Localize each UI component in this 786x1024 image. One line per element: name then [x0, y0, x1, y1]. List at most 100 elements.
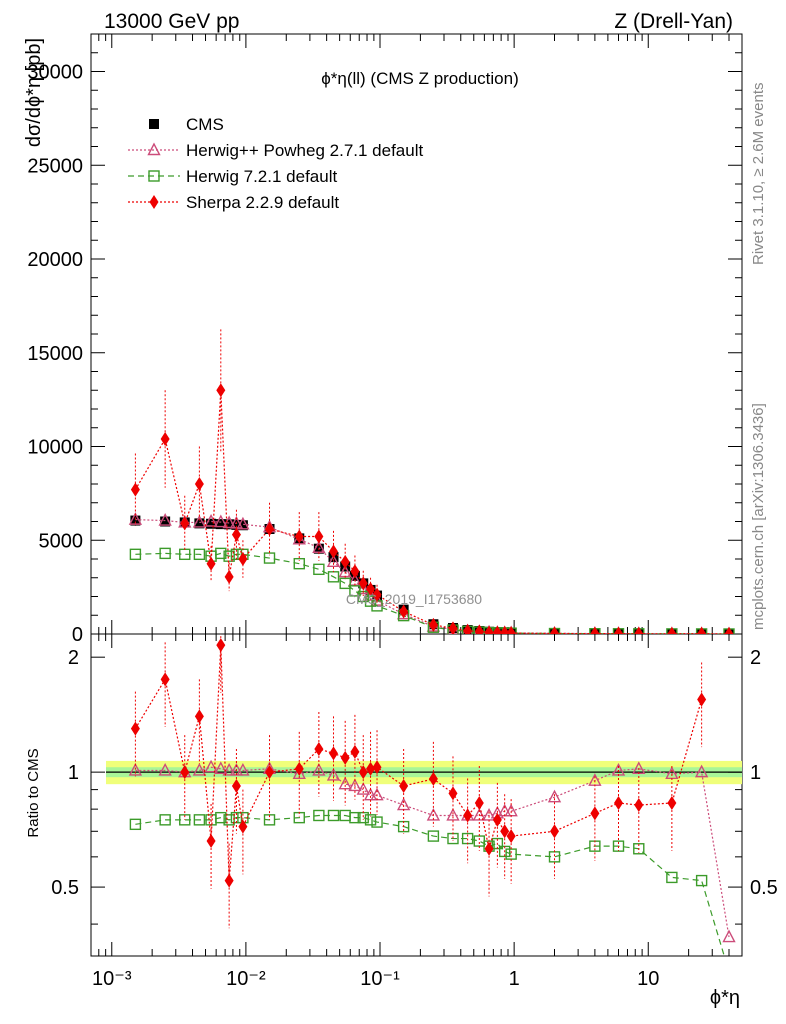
ratio-point — [180, 765, 190, 780]
ratio-point — [612, 840, 625, 852]
data-point — [370, 593, 384, 606]
data-point — [236, 516, 250, 530]
y-tick-label: 15000 — [27, 343, 83, 365]
data-point — [724, 627, 734, 634]
data-point — [550, 626, 560, 634]
ratio-point — [358, 765, 368, 780]
data-point — [350, 564, 360, 579]
ratio-point — [313, 809, 325, 822]
axes: 10⁻³ 10⁻² 10⁻¹ 1 10 0 5000 10000 15000 20000 25000… — [27, 33, 778, 990]
data-point — [484, 625, 494, 634]
legend-marker — [148, 170, 160, 182]
ratio-point — [192, 762, 207, 776]
y-tick-label: 10000 — [27, 437, 83, 459]
data-point — [263, 552, 276, 564]
ratio-point — [634, 798, 644, 813]
ratio-point — [340, 750, 350, 765]
data-point — [265, 522, 275, 536]
ratio-point — [349, 811, 361, 824]
ratio-point — [364, 814, 377, 826]
legend-marker — [149, 119, 159, 129]
ratio-point — [314, 741, 324, 756]
ratio-point — [473, 835, 486, 847]
ratio-point — [312, 762, 326, 776]
data-point — [130, 482, 140, 497]
ratio-point — [338, 776, 352, 790]
data-point — [130, 515, 141, 526]
main-series — [128, 329, 735, 634]
ratio-point — [129, 818, 142, 831]
data-point — [231, 527, 241, 542]
ratio-y-tick-label: 2 — [68, 647, 79, 669]
data-point — [339, 577, 351, 590]
ratio-point — [396, 797, 411, 811]
ratio-point — [695, 874, 708, 887]
x-tick-label: 10⁻¹ — [360, 968, 400, 990]
ratio-y-tick-label-right: 2 — [750, 647, 761, 669]
data-point — [129, 548, 142, 561]
ratio-y-tick-label-right: 1 — [750, 762, 761, 784]
ratio-point — [474, 796, 484, 811]
data-point — [128, 512, 143, 525]
ratio-point — [327, 809, 340, 822]
ratio-point — [216, 638, 226, 653]
data-point — [224, 569, 234, 584]
ratio-point — [363, 787, 378, 801]
ratio-band — [106, 760, 742, 785]
series-line — [135, 552, 730, 634]
data-point — [160, 516, 171, 527]
ratio-point — [160, 672, 170, 687]
ratio-point — [550, 824, 560, 839]
ratio-point — [223, 814, 235, 826]
data-point — [215, 519, 226, 530]
data-point — [204, 513, 218, 527]
legend-label: Herwig 7.2.1 default — [186, 167, 337, 186]
data-point — [158, 513, 172, 526]
series-line — [134, 390, 730, 634]
x-axis-label: ϕ*η — [710, 987, 740, 1009]
ratio-point — [326, 767, 341, 781]
ratio-series-line — [135, 766, 730, 938]
ratio-point — [222, 762, 236, 776]
y-tick-label: 5000 — [39, 530, 84, 552]
data-point — [224, 519, 235, 530]
data-point — [634, 626, 644, 634]
ratio-point — [179, 814, 191, 826]
main-y-axis-label: dσ/dϕ*η [pb] — [23, 38, 45, 147]
side-text-rivet: Rivet 3.1.10, ≥ 2.6M events — [750, 83, 767, 266]
data-point — [329, 544, 339, 559]
ratio-y-axis-label: Ratio to CMS — [25, 748, 42, 837]
data-point — [314, 529, 324, 544]
ratio-point — [329, 746, 339, 761]
data-point — [192, 514, 207, 528]
ratio-point — [506, 829, 516, 844]
ratio-point — [350, 744, 360, 759]
ratio-point — [484, 841, 494, 856]
ratio-point — [130, 721, 140, 736]
ratio-point — [426, 807, 441, 821]
data-point — [216, 383, 226, 398]
data-point — [326, 554, 341, 568]
legend-label: CMS — [186, 115, 224, 134]
data-point — [492, 625, 502, 634]
data-point — [215, 547, 227, 560]
ratio-point — [667, 796, 677, 811]
ratio-point — [229, 762, 244, 776]
ratio-point — [666, 871, 678, 884]
data-point — [206, 518, 217, 529]
data-point — [428, 617, 438, 632]
data-point — [500, 625, 510, 634]
y-tick-label: 25000 — [27, 155, 83, 177]
ratio-point — [722, 929, 736, 943]
data-point — [237, 520, 248, 531]
ratio-point — [231, 778, 241, 793]
data-point — [238, 552, 248, 566]
ratio-y-tick-label-right: 0.5 — [750, 877, 778, 899]
side-text-mcplots: mcplots.cern.ch [arXiv:1306.3436] — [750, 403, 767, 630]
ratio-point — [446, 807, 460, 821]
x-tick-label: 10⁻² — [226, 968, 266, 990]
data-point — [160, 432, 170, 446]
ratio-point — [427, 830, 440, 842]
ratio-panel-frame — [90, 633, 743, 957]
